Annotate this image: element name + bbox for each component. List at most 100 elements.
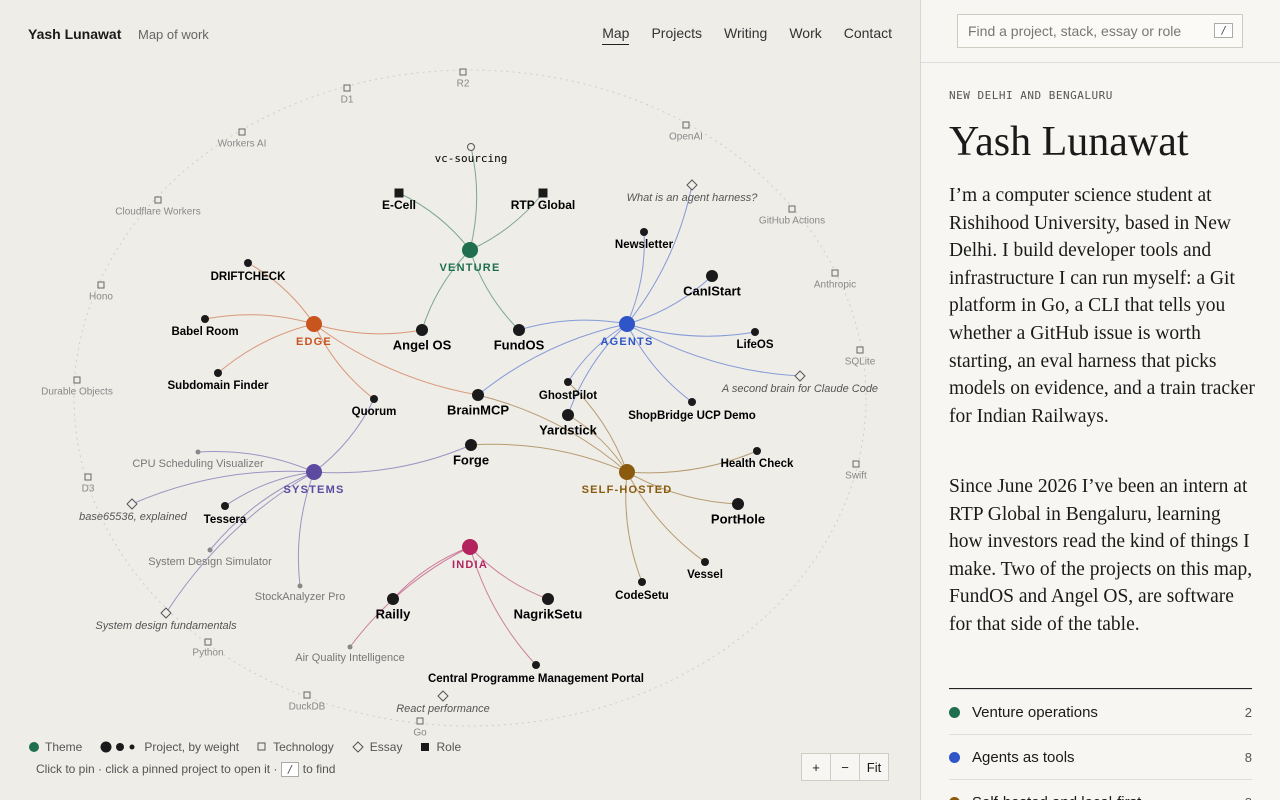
node-label: Go [413, 728, 427, 739]
technology-node[interactable] [416, 717, 424, 725]
project-node[interactable] [370, 395, 378, 403]
technology-node[interactable] [303, 691, 311, 699]
technology-node[interactable] [682, 121, 690, 129]
zoom-button[interactable]: + [801, 753, 831, 781]
node-label: Python [192, 648, 223, 659]
project-node[interactable] [532, 661, 540, 669]
project-node[interactable] [472, 389, 484, 401]
technology-node[interactable] [856, 346, 864, 354]
theme-row[interactable]: Self-hosted and local-first8 [949, 779, 1252, 800]
nav-link[interactable]: Projects [651, 25, 703, 41]
project-node[interactable] [688, 398, 696, 406]
node-label: Health Check [721, 458, 794, 470]
project-node[interactable] [214, 369, 222, 377]
zoom-button[interactable]: − [830, 753, 860, 781]
essay-node[interactable] [686, 179, 698, 191]
project-node[interactable] [347, 644, 353, 650]
project-node[interactable] [751, 328, 759, 336]
node-label: React performance [396, 703, 490, 715]
technology-node[interactable] [73, 376, 81, 384]
project-node[interactable] [201, 315, 209, 323]
project-node[interactable] [564, 378, 572, 386]
nav-link[interactable]: Work [789, 25, 822, 41]
node-label: GitHub Actions [759, 216, 825, 227]
technology-node[interactable] [788, 205, 796, 213]
project-node[interactable] [195, 449, 201, 455]
project-node[interactable] [753, 447, 761, 455]
technology-node[interactable] [204, 638, 212, 646]
technology-node[interactable] [154, 196, 162, 204]
site-name[interactable]: Yash Lunawat [28, 26, 122, 42]
project-node[interactable] [465, 439, 477, 451]
technology-node[interactable] [97, 281, 105, 289]
project-node[interactable] [640, 228, 648, 236]
search-box[interactable]: Find a project, stack, essay or role / [957, 14, 1243, 48]
technology-node[interactable] [852, 460, 860, 468]
theme-node[interactable] [619, 464, 635, 480]
project-node[interactable] [416, 324, 428, 336]
project-node[interactable] [562, 409, 574, 421]
theme-node[interactable] [462, 539, 478, 555]
node-label: ShopBridge UCP Demo [628, 410, 756, 422]
essay-node[interactable] [160, 607, 172, 619]
edge [469, 546, 549, 600]
theme-node[interactable] [306, 316, 322, 332]
node-label: SQLite [845, 357, 876, 368]
edge [518, 319, 628, 331]
node-label: System Design Simulator [148, 556, 272, 568]
project-node[interactable] [706, 270, 718, 282]
essay-node[interactable] [437, 690, 449, 702]
essay-node[interactable] [126, 498, 138, 510]
legend-label: Theme [45, 740, 83, 754]
node-label: LifeOS [736, 339, 773, 351]
project-node[interactable] [244, 259, 252, 267]
node-label: Tessera [204, 514, 247, 526]
edge [626, 184, 693, 325]
project-node[interactable] [467, 143, 475, 151]
edge [625, 471, 643, 583]
project-node[interactable] [297, 583, 303, 589]
theme-row[interactable]: Agents as tools 8 [949, 734, 1252, 780]
theme-node[interactable] [462, 242, 478, 258]
node-label: Newsletter [615, 239, 674, 251]
zoom-controls: + − Fit [801, 753, 889, 781]
project-node[interactable] [701, 558, 709, 566]
theme-row[interactable]: Venture operations 2 [949, 689, 1252, 735]
profile-name: Yash Lunawat [949, 119, 1189, 165]
project-node[interactable] [638, 578, 646, 586]
technology-node[interactable] [831, 269, 839, 277]
bio: I’m a computer science student at Rishih… [949, 185, 1255, 427]
technology-node[interactable] [343, 84, 351, 92]
project-node[interactable] [207, 547, 213, 553]
theme-node[interactable] [619, 316, 635, 332]
search-placeholder: Find a project, stack, essay or role [968, 23, 1182, 39]
theme-dot [949, 707, 960, 718]
technology-node[interactable] [459, 68, 467, 76]
role-node[interactable] [538, 188, 548, 198]
role-node[interactable] [394, 188, 404, 198]
technology-node[interactable] [84, 473, 92, 481]
theme-node[interactable] [306, 464, 322, 480]
technology-node[interactable] [238, 128, 246, 136]
nav-link[interactable]: Writing [724, 25, 768, 41]
nav-link[interactable]: Map [602, 25, 630, 45]
edge [626, 323, 801, 377]
edge [349, 546, 471, 648]
project-node[interactable] [732, 498, 744, 510]
node-label: Babel Room [171, 326, 238, 338]
node-label: BrainMCP [447, 402, 509, 417]
project-node[interactable] [221, 502, 229, 510]
key: / [280, 762, 300, 777]
node-label: FundOS [494, 337, 545, 352]
zoom-button[interactable]: Fit [859, 753, 889, 781]
project-node[interactable] [542, 593, 554, 605]
nav-link[interactable]: Contact [843, 25, 892, 41]
node-label: DuckDB [289, 702, 326, 713]
theme-name: Venture operations [972, 704, 1098, 721]
project-node[interactable] [513, 324, 525, 336]
node-label: Cloudflare Workers [115, 207, 200, 218]
node-label: SELF-HOSTED [582, 484, 673, 496]
essay-node[interactable] [794, 370, 806, 382]
project-node[interactable] [387, 593, 399, 605]
edge [626, 471, 706, 563]
